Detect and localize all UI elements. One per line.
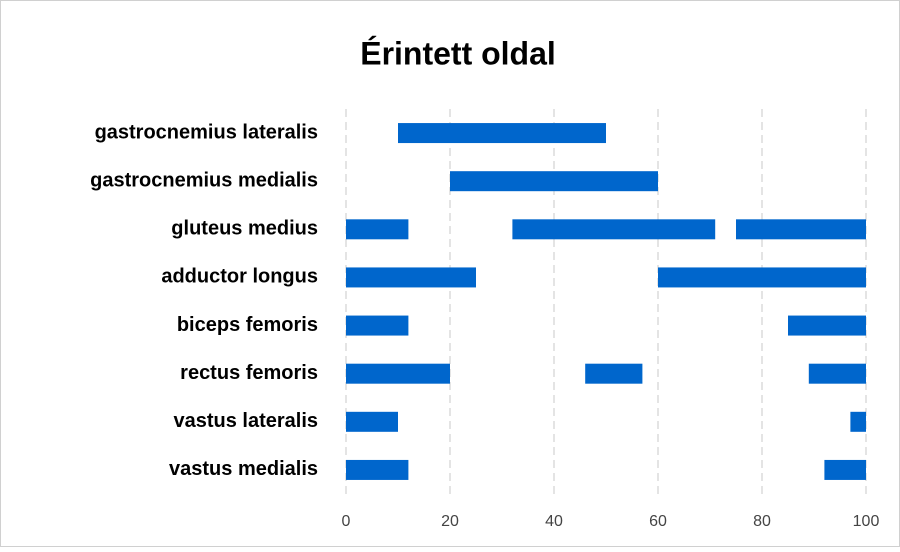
bar	[788, 315, 866, 336]
chart-title: Érintett oldal	[360, 35, 556, 71]
y-tick-label: rectus femoris	[180, 362, 318, 384]
bar	[808, 363, 866, 384]
bar	[346, 315, 409, 336]
x-tick-label: 100	[853, 513, 880, 530]
y-tick-label: adductor longus	[161, 266, 318, 288]
x-tick-label: 80	[753, 513, 771, 530]
x-tick-label: 40	[545, 513, 563, 530]
y-tick-label: gastrocnemius medialis	[90, 169, 318, 191]
x-tick-label: 20	[441, 513, 459, 530]
bar	[824, 459, 866, 480]
y-tick-label: gluteus medius	[171, 218, 318, 240]
y-tick-label: gastrocnemius lateralis	[95, 121, 318, 143]
bar	[346, 363, 450, 384]
bar	[346, 219, 409, 240]
y-tick-label: vastus lateralis	[173, 410, 318, 432]
bar	[450, 171, 658, 192]
bar	[346, 411, 398, 432]
bar	[585, 363, 643, 384]
bar	[346, 267, 476, 288]
bar	[658, 267, 866, 288]
y-tick-label: biceps femoris	[177, 314, 318, 336]
x-tick-label: 0	[342, 513, 351, 530]
bar	[736, 219, 866, 240]
bar	[850, 411, 866, 432]
y-tick-label: vastus medialis	[169, 458, 318, 480]
bar	[512, 219, 716, 240]
x-tick-label: 60	[649, 513, 667, 530]
bar	[346, 459, 409, 480]
bar	[398, 123, 606, 144]
